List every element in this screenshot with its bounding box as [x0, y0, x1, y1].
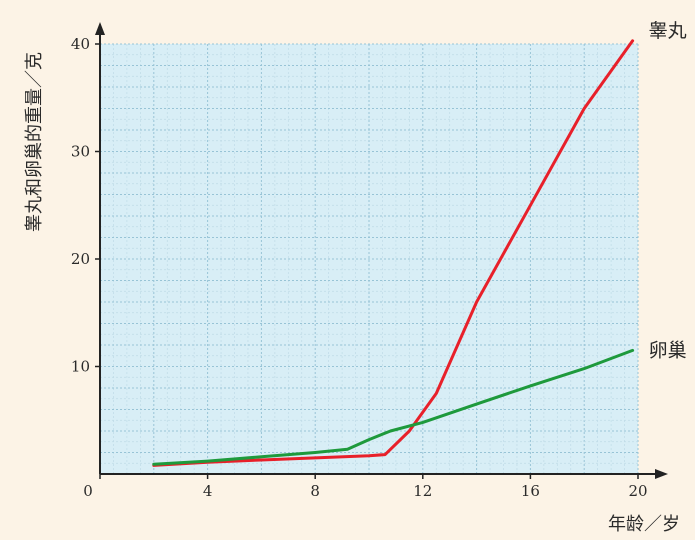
series-label: 睾丸 — [649, 20, 687, 42]
x-tick-label: 8 — [310, 482, 320, 500]
axes — [95, 22, 668, 479]
x-tick-label: 4 — [203, 482, 213, 500]
y-tick-label: 40 — [71, 35, 90, 53]
y-axis-arrow — [95, 22, 105, 35]
ticks: 0 4 8 12 16 20 10 20 30 40 — [71, 35, 648, 500]
y-axis-title: 睾丸和卵巢的重量／克 — [24, 52, 45, 232]
x-axis-arrow — [655, 469, 668, 479]
x-tick-label: 16 — [521, 482, 540, 500]
y-tick-label: 10 — [71, 358, 90, 376]
series-line — [152, 39, 635, 467]
x-axis-title: 年龄／岁 — [608, 514, 680, 535]
x-tick-label: 12 — [413, 482, 432, 500]
x-tick-label: 20 — [628, 482, 647, 500]
grid — [99, 43, 639, 475]
series-label: 卵巢 — [649, 339, 687, 361]
y-tick-label: 30 — [71, 143, 90, 161]
x-tick-label: 0 — [83, 482, 93, 500]
series-line — [152, 348, 635, 466]
y-tick-label: 20 — [71, 250, 90, 268]
